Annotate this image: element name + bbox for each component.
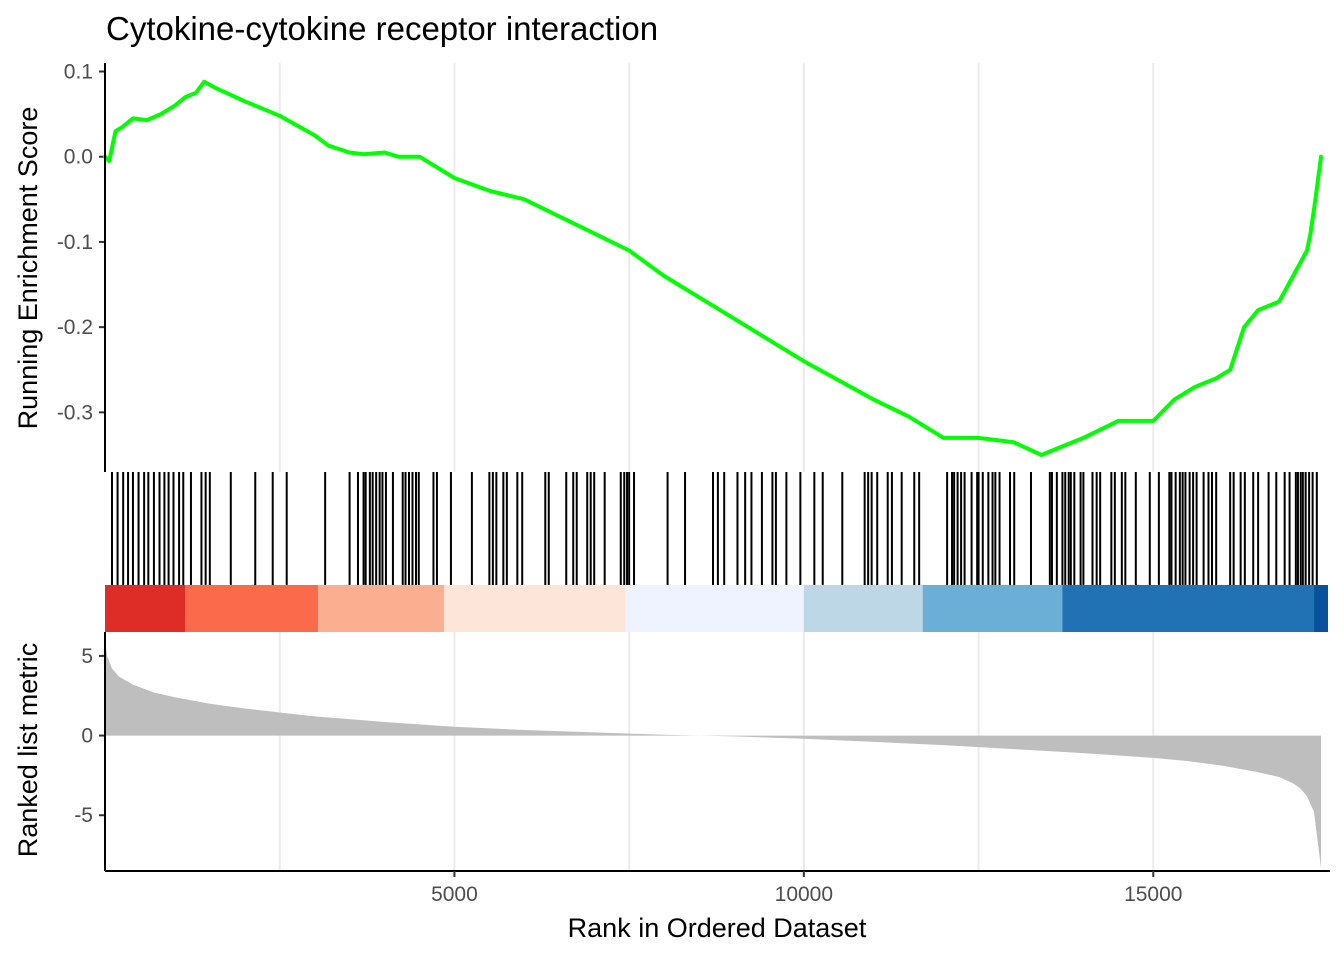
rank-heatmap-segment (922, 585, 1063, 632)
x-tick-label: 15000 (1124, 883, 1182, 906)
x-axis-label: Rank in Ordered Dataset (568, 913, 867, 943)
rank-heatmap-segment (1314, 585, 1328, 632)
ranked-metric-panel: 5 0 -5 Ranked list metric (13, 640, 1321, 868)
ranked-metric-y-label: Ranked list metric (13, 643, 43, 858)
running-score-line (103, 79, 1323, 457)
running-score-y-tick-label: 0.0 (64, 146, 93, 169)
running-score-y-ticks: 0.1 0.0 -0.1 -0.2 -0.3 (57, 61, 105, 424)
rank-heatmap-segment (803, 585, 923, 632)
rank-heatmap-segment (185, 585, 319, 632)
x-tick-label: 5000 (431, 883, 478, 906)
running-score-y-label: Running Enrichment Score (13, 107, 43, 430)
rank-heatmap-segment (625, 585, 804, 632)
running-score-y-tick-label: -0.2 (57, 316, 93, 339)
x-gridlines (278, 63, 1155, 871)
ranked-metric-y-tick-label: -5 (74, 804, 93, 827)
rank-heatmap (105, 585, 1328, 632)
rank-heatmap-segment (443, 585, 626, 632)
rank-heatmap-segment (1062, 585, 1315, 632)
x-tick-label: 10000 (775, 883, 833, 906)
rank-heatmap-segment (318, 585, 444, 632)
ranked-metric-y-tick-label: 0 (81, 725, 93, 748)
x-axis-ticks: 5000 10000 15000 (431, 871, 1182, 906)
running-score-y-tick-label: -0.1 (57, 231, 93, 254)
chart-title: Cytokine-cytokine receptor interaction (106, 10, 658, 47)
rank-heatmap-segment (105, 585, 186, 632)
gene-hits-panel (105, 472, 1328, 632)
running-score-panel: 0.1 0.0 -0.1 -0.2 -0.3 Running Enrichment Sc… (13, 61, 1323, 457)
ranked-metric-y-tick-label: 5 (81, 645, 93, 668)
running-score-y-tick-label: 0.1 (64, 61, 93, 84)
running-score-y-tick-label: -0.3 (57, 401, 93, 424)
